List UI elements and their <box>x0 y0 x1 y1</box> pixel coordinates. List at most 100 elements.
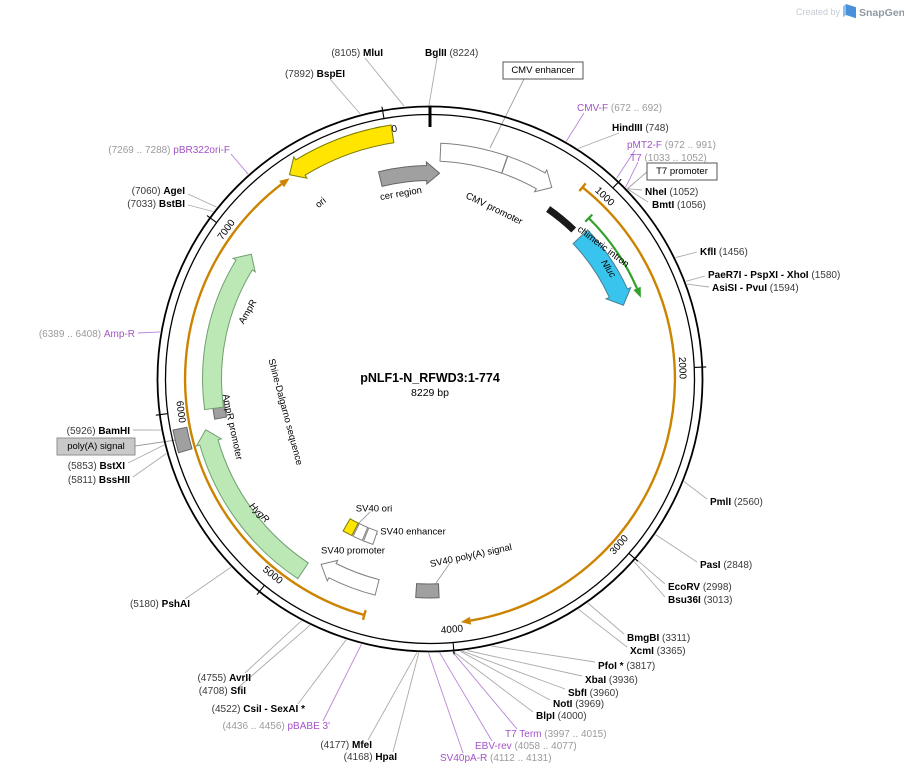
primer-label-pbabe-3[interactable]: (4436 .. 4456) pBABE 3' <box>222 721 330 732</box>
site-label-blpi[interactable]: BlpI (4000) <box>536 711 587 722</box>
feature-bands <box>172 124 632 599</box>
feature-cmv-promoter[interactable] <box>501 155 553 193</box>
site-label-bamhi[interactable]: (5926) BamHI <box>67 426 131 437</box>
primer-label-amp-r[interactable]: (6389 .. 6408) Amp-R <box>39 329 135 340</box>
site-label-mfei[interactable]: (4177) MfeI <box>320 740 372 751</box>
feature-sv40-enhancer-box-2[interactable] <box>352 522 369 542</box>
feature-label-sv40-ori[interactable]: SV40 ori <box>356 504 392 515</box>
primer-label-sv40pa-r[interactable]: SV40pA-R (4112 .. 4131) <box>440 753 552 764</box>
feature-label-sv40-poly-a-signal[interactable]: SV40 poly(A) signal <box>429 542 513 570</box>
primer-label-pmt2-f[interactable]: pMT2-F (972 .. 991) <box>627 140 716 151</box>
primer-label-ebv-rev[interactable]: EBV-rev (4058 .. 4077) <box>475 741 577 752</box>
backbone-transcript-arc[interactable] <box>183 178 367 621</box>
site-label-hpai[interactable]: (4168) HpaI <box>344 752 398 763</box>
primer-label-cmv-f[interactable]: CMV-F (672 .. 692) <box>577 103 662 114</box>
site-label-kfli[interactable]: KflI (1456) <box>700 247 748 258</box>
site-label-csii-sexai[interactable]: (4522) CsiI - SexAI * <box>212 704 305 715</box>
site-label-bsu36i[interactable]: Bsu36I (3013) <box>668 595 732 606</box>
major-tick <box>256 585 265 596</box>
boxed-label-t7-promoter[interactable]: T7 promoter <box>646 162 718 181</box>
leader-line <box>392 652 420 753</box>
leader-line <box>132 453 167 478</box>
leader-line <box>428 57 438 106</box>
site-label-ecorv[interactable]: EcoRV (2998) <box>668 582 732 593</box>
leader-line <box>467 650 583 677</box>
leader-line <box>367 652 418 741</box>
site-label-bstbi[interactable]: (7033) BstBI <box>127 199 185 210</box>
primer-label-t7[interactable]: T7 (1033 .. 1052) <box>630 153 707 164</box>
leader-line <box>683 481 708 500</box>
leader-lines <box>127 57 710 754</box>
feature-cer-region[interactable] <box>377 160 441 188</box>
feature-label-cmv-promoter[interactable]: CMV promoter <box>464 191 524 228</box>
site-label-sbfi[interactable]: SbfI (3960) <box>568 688 619 699</box>
leader-line <box>244 620 302 674</box>
boxed-label-poly-a-signal[interactable]: poly(A) signal <box>56 437 136 456</box>
primer-label-pbr322ori-f[interactable]: (7269 .. 7288) pBR322ori-F <box>108 145 230 156</box>
feature-cmv-enhancer[interactable] <box>439 142 509 174</box>
feature-ori[interactable] <box>288 124 395 179</box>
major-tick <box>452 642 455 655</box>
site-label-pasi[interactable]: PasI (2848) <box>700 560 752 571</box>
transcript-arcs <box>183 178 677 625</box>
feature-chimeric-intron[interactable] <box>546 206 577 233</box>
site-label-sfii[interactable]: (4708) SfiI <box>199 686 246 697</box>
leader-line <box>633 561 666 598</box>
feature-label-ori[interactable]: ori <box>313 195 328 210</box>
feature-label-shine-dalgarno-sequence[interactable]: Shine-Dalgarno sequence <box>265 358 304 467</box>
tick-label-4000: 4000 <box>440 624 464 637</box>
snapgene-logo-icon <box>843 4 856 19</box>
site-label-bsshii[interactable]: (5811) BssHII <box>68 475 130 486</box>
site-labels: (8105) MluI BglII (8224) (7892) BspEI CMV-F… <box>39 48 840 764</box>
feature-label-cer-region[interactable]: cer region <box>379 185 423 203</box>
site-label-pshai[interactable]: (5180) PshAI <box>130 599 190 610</box>
site-label-pfoi[interactable]: PfoI * (3817) <box>598 661 655 672</box>
site-label-bmgbi[interactable]: BmgBI (3311) <box>627 633 690 644</box>
site-label-noti[interactable]: NotI (3969) <box>553 699 604 710</box>
leader-line <box>577 132 620 149</box>
site-label-bglii[interactable]: BglII (8224) <box>425 48 478 59</box>
major-tick <box>694 366 707 368</box>
site-label-xcmi[interactable]: XcmI (3365) <box>630 646 686 657</box>
feature-label-ampr[interactable]: AmpR <box>237 298 260 326</box>
leader-line <box>187 193 217 208</box>
nluc-orf-arc[interactable] <box>584 213 641 298</box>
feature-label-sv40-enhancer[interactable]: SV40 enhancer <box>380 527 446 538</box>
site-label-pmli[interactable]: PmlI (2560) <box>710 497 763 508</box>
boxed-feature-labels: CMV enhancer T7 promoter poly(A) signal <box>56 61 718 456</box>
site-label-mlui[interactable]: (8105) MluI <box>331 48 383 59</box>
tick-label-6000: 6000 <box>173 400 187 424</box>
site-label-nhei[interactable]: NheI (1052) <box>645 187 698 198</box>
site-label-xbai[interactable]: XbaI (3936) <box>585 675 638 686</box>
site-label-agei[interactable]: (7060) AgeI <box>132 186 186 197</box>
feature-sv40-promoter[interactable] <box>320 559 380 596</box>
watermark-created-by: Created by <box>796 7 841 17</box>
feature-poly-a-signal[interactable] <box>172 426 193 454</box>
leader-line <box>187 204 214 212</box>
leader-line <box>686 283 710 288</box>
leader-line <box>297 639 347 705</box>
feature-label-ampr-promoter[interactable]: AmpR promoter <box>220 393 245 461</box>
feature-label-sv40-promoter[interactable]: SV40 promoter <box>321 546 385 557</box>
site-label-bmti[interactable]: BmtI (1056) <box>652 200 706 211</box>
feature-hygr[interactable] <box>195 429 309 580</box>
major-tick <box>155 413 168 416</box>
leader-line <box>578 608 628 648</box>
primer-label-t7-term[interactable]: T7 Term (3997 .. 4015) <box>505 729 607 740</box>
feature-ampr[interactable] <box>202 253 256 411</box>
site-label-paer7i-pspxi-xhoi[interactable]: PaeR7I - PspXI - XhoI (1580) <box>708 270 840 281</box>
feature-sv40-poly-a-signal[interactable] <box>415 583 440 599</box>
leader-line <box>616 149 636 179</box>
insert-transcript-arc[interactable] <box>460 182 677 625</box>
site-label-avrii[interactable]: (4755) AvrII <box>197 673 251 684</box>
feature-nluc[interactable] <box>572 229 632 306</box>
feature-sv40-enhancer-box-1[interactable] <box>362 527 379 546</box>
site-label-asisi-pvui[interactable]: AsiSI - PvuI (1594) <box>712 283 799 294</box>
plasmid-backbone <box>156 105 704 653</box>
boxed-label-cmv-enhancer[interactable]: CMV enhancer <box>502 61 584 80</box>
site-label-bstxi[interactable]: (5853) BstXI <box>68 461 125 472</box>
site-label-bspei[interactable]: (7892) BspEI <box>285 69 345 80</box>
site-label-hindiii[interactable]: HindIII (748) <box>612 123 669 134</box>
feature-sv40-ori[interactable] <box>342 518 359 537</box>
